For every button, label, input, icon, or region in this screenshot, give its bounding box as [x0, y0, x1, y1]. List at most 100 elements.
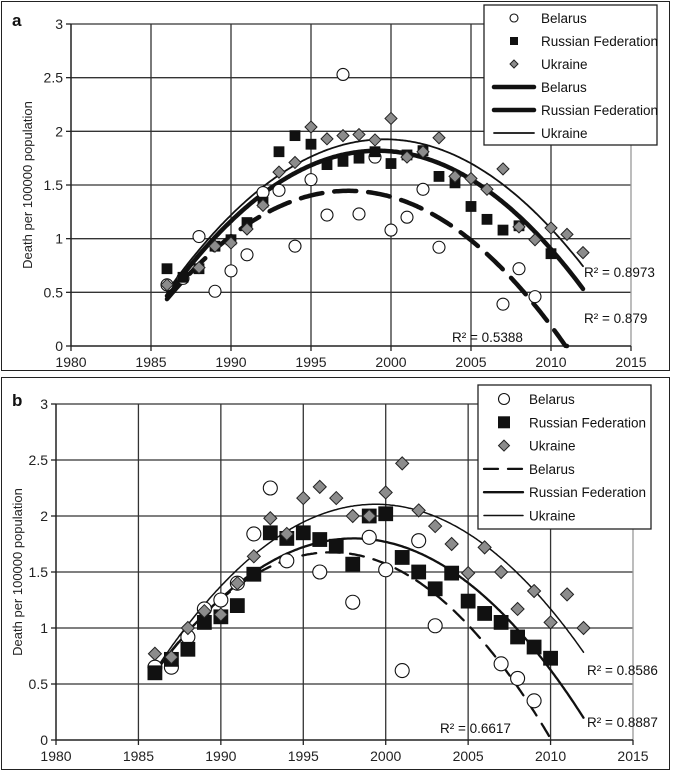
data-point-belarus	[496, 297, 510, 311]
data-point-ukraine	[263, 511, 278, 526]
data-point-ukraine	[368, 133, 382, 147]
data-point-belarus	[526, 693, 542, 709]
x-tick-label: 2005	[453, 748, 484, 764]
data-point-ukraine	[559, 587, 575, 602]
data-point-russian-federation	[161, 263, 173, 275]
data-point-russian-federation	[321, 159, 333, 171]
legend-label: Belarus	[541, 11, 587, 26]
data-point-belarus	[304, 173, 318, 187]
legend-label: Russian Federation	[541, 103, 658, 118]
data-point-belarus	[400, 210, 414, 224]
data-point-belarus	[320, 208, 334, 222]
data-point-belarus	[288, 239, 302, 253]
data-point-ukraine	[230, 575, 245, 591]
data-point-ukraine	[493, 564, 509, 580]
data-point-ukraine	[510, 601, 525, 617]
data-point-russian-federation	[394, 550, 410, 565]
data-point-belarus	[208, 284, 222, 298]
data-point-ukraine	[180, 620, 196, 636]
legend-label: Ukraine	[529, 439, 576, 454]
x-tick-label: 2015	[615, 354, 646, 370]
legend-label: Russian Federation	[529, 485, 646, 500]
data-point-belarus	[510, 670, 526, 686]
series-ukraine	[160, 111, 590, 292]
x-tick-label: 2000	[375, 354, 406, 370]
data-point-ukraine	[477, 540, 492, 555]
x-tick-label: 2015	[617, 748, 648, 764]
data-point-ukraine	[197, 603, 212, 619]
data-point-russian-federation	[305, 138, 317, 150]
data-point-ukraine	[444, 536, 459, 552]
data-point-belarus	[246, 526, 262, 542]
y-tick-label: 1.5	[44, 177, 64, 193]
trendline-belarus	[153, 551, 552, 740]
r2-label-russian-federation: R² = 0.8887	[587, 715, 658, 730]
data-point-ukraine	[384, 111, 398, 126]
data-point-belarus	[352, 207, 366, 221]
chart-panel-a: a 0 0.5 1 1.5 2 2.5 3 1980 1985 1990 1995 2000 2005 20…	[1, 1, 670, 371]
y-tick-label: 1	[55, 231, 63, 247]
chart-b-svg: b 0 0.5 1 1.5 2 2.5 3 1980 1985 1990 1995 2000 2005 20…	[10, 384, 658, 764]
legend-label: Belarus	[541, 80, 587, 95]
r2-label-ukraine: R² = 0.8973	[584, 265, 655, 280]
data-point-belarus	[384, 223, 398, 237]
data-point-ukraine	[240, 222, 254, 236]
x-tick-label: 2000	[370, 748, 401, 764]
data-point-russian-federation	[328, 538, 344, 554]
y-tick-label: 2	[40, 508, 48, 524]
series-ukraine	[147, 456, 591, 665]
data-point-russian-federation	[460, 593, 476, 609]
data-point-russian-federation	[337, 155, 349, 167]
r2-label-belarus: R² = 0.5388	[452, 330, 523, 345]
data-point-russian-federation	[545, 248, 557, 260]
data-point-russian-federation	[444, 565, 460, 581]
y-tick-label: 1	[40, 620, 48, 636]
data-point-ukraine	[164, 649, 179, 665]
x-tick-label: 1990	[205, 748, 236, 764]
data-point-ukraine	[496, 162, 510, 176]
legend-diamond-icon	[509, 59, 519, 69]
data-point-russian-federation	[273, 146, 285, 158]
data-point-belarus	[192, 229, 206, 244]
data-point-ukraine	[416, 145, 430, 159]
r2-label-belarus: R² = 0.6617	[440, 721, 511, 736]
legend-label: Belarus	[529, 392, 575, 407]
data-point-ukraine	[460, 565, 476, 581]
y-axis-title: Death per 100000 population	[10, 488, 25, 656]
data-point-ukraine	[213, 607, 229, 622]
legend-box	[483, 4, 658, 146]
series-belarus	[160, 67, 542, 311]
data-point-belarus	[272, 183, 286, 197]
y-tick-label: 3	[55, 16, 63, 32]
data-point-belarus	[528, 290, 542, 304]
data-point-ukraine	[427, 518, 443, 534]
data-point-belarus	[394, 663, 410, 679]
data-point-russian-federation	[378, 506, 394, 522]
x-tick-label: 2010	[535, 748, 566, 764]
data-point-russian-federation	[229, 598, 245, 614]
data-point-belarus	[224, 264, 238, 278]
r2-label-russian-federation: R² = 0.879	[584, 311, 647, 326]
legend-square-icon	[510, 37, 518, 45]
data-point-ukraine	[464, 171, 478, 186]
legend: Belarus Russian Federation Ukraine Belarus R…	[483, 4, 658, 146]
legend-diamond-icon	[497, 439, 511, 452]
data-point-belarus	[345, 594, 361, 610]
y-axis-title: Death per 100000 population	[20, 101, 35, 269]
legend-square-icon	[498, 416, 510, 429]
data-point-russian-federation	[312, 532, 328, 547]
y-tick-label: 0.5	[29, 676, 49, 692]
data-point-russian-federation	[411, 564, 427, 580]
data-point-ukraine	[296, 490, 311, 506]
data-point-russian-federation	[353, 152, 365, 164]
data-point-ukraine	[192, 260, 206, 275]
data-point-belarus	[213, 592, 229, 608]
data-point-ukraine	[432, 131, 446, 145]
x-tick-label: 2010	[535, 354, 566, 370]
data-point-belarus	[493, 656, 509, 672]
x-tick-label: 1990	[215, 354, 246, 370]
chart-panel-b: b 0 0.5 1 1.5 2 2.5 3 1980 1985 1990 1995 2000 2005 20…	[1, 377, 670, 770]
data-point-ukraine	[378, 485, 393, 500]
y-tick-label: 3	[40, 396, 48, 412]
series-russian-federation	[147, 506, 558, 681]
